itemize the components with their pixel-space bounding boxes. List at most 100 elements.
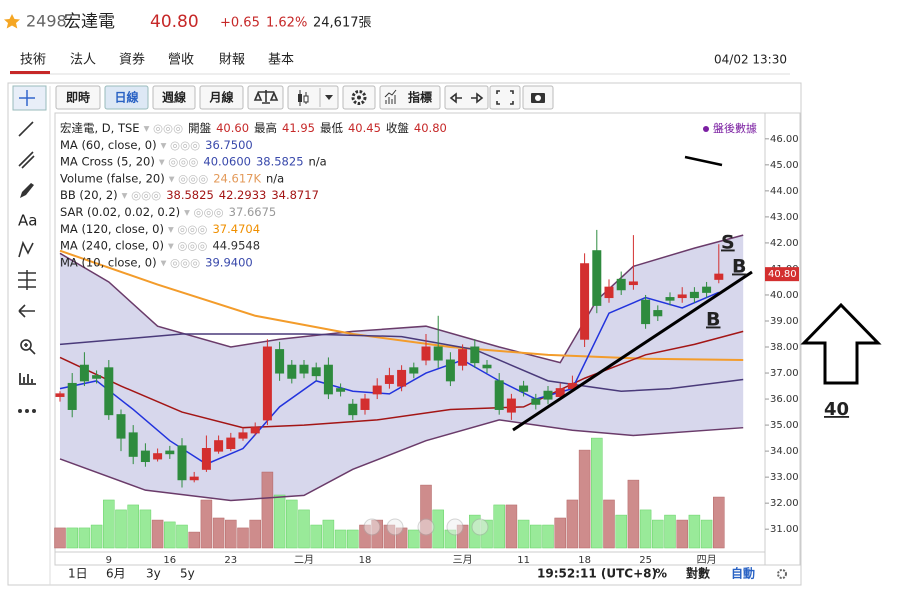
y-tick-label: 36.00	[770, 394, 799, 405]
tab[interactable]: 基本	[268, 53, 294, 68]
more-dot[interactable]	[25, 409, 29, 413]
legend-row[interactable]: MA Cross (5, 20) ▾ ◎◎◎ 40.0600 38.5825 n/a	[60, 154, 327, 168]
candle-body	[555, 388, 565, 397]
legend-controls[interactable]: ▾ ◎◎◎	[144, 121, 184, 135]
button-selected[interactable]	[104, 85, 149, 110]
volume-bar	[420, 484, 432, 549]
candle-body	[592, 250, 602, 306]
volume-bar	[554, 517, 566, 549]
axis-option[interactable]: %	[655, 567, 667, 581]
candle-body	[165, 450, 175, 455]
candle-body	[214, 440, 224, 452]
legend-label: BB (20, 2)	[60, 188, 118, 202]
candle-body	[287, 364, 297, 379]
candle-body	[262, 346, 272, 421]
brush-tool[interactable]	[20, 183, 34, 198]
volume-bar	[517, 519, 530, 549]
range-button[interactable]: 3y	[146, 567, 161, 581]
legend-controls[interactable]: ▾ ◎◎◎	[161, 255, 201, 269]
more-dot[interactable]	[18, 409, 22, 413]
undo-redo-button[interactable]	[444, 85, 489, 110]
legend-row[interactable]: SAR (0.02, 0.02, 0.2) ▾ ◎◎◎ 37.6675	[60, 205, 276, 219]
tab[interactable]: 財報	[219, 53, 245, 68]
button[interactable]	[55, 85, 101, 110]
zoom-controls	[363, 518, 489, 536]
legend-row[interactable]: Volume (false, 20) ▾ ◎◎◎ 24.617K n/a	[60, 171, 284, 185]
chart-frame	[7, 82, 802, 586]
tab[interactable]: 營收	[168, 53, 194, 68]
arrow-tool[interactable]	[18, 304, 35, 318]
legend-controls[interactable]: ▾ ◎◎◎	[168, 221, 208, 235]
volume-bar	[530, 524, 542, 549]
zoom-tool[interactable]	[20, 339, 32, 351]
more-dot[interactable]	[32, 409, 36, 413]
legend-value: 42.2933	[219, 188, 267, 202]
stock-price: 40.80	[150, 12, 199, 32]
text-tool[interactable]: Aa	[18, 212, 37, 230]
volume-bar	[310, 524, 322, 549]
y-tick-label: 31.00	[770, 524, 799, 535]
legend-row[interactable]: MA (60, close, 0) ▾ ◎◎◎ 36.7500	[60, 137, 253, 151]
legend-row[interactable]: MA (120, close, 0) ▾ ◎◎◎ 37.4704	[60, 221, 260, 235]
y-tick-label: 39.00	[770, 316, 799, 327]
legend-controls[interactable]: ▾ ◎◎◎	[169, 171, 209, 185]
candle-body	[531, 398, 541, 405]
legend-controls[interactable]: ▾ ◎◎◎	[159, 154, 199, 168]
legend-controls[interactable]: ▾ ◎◎◎	[122, 188, 162, 202]
legend-row[interactable]: BB (20, 2) ▾ ◎◎◎ 38.5825 42.2933 34.8717	[60, 188, 319, 202]
target-price: 40	[824, 399, 849, 420]
y-tick-label: 33.00	[770, 472, 799, 483]
gear-icon	[351, 90, 367, 105]
favorite-star[interactable]	[4, 14, 20, 29]
axis-option[interactable]: 自動	[731, 566, 755, 581]
pattern-tool[interactable]	[18, 240, 34, 258]
scroll-left[interactable]	[363, 518, 381, 536]
footer-settings[interactable]	[777, 569, 787, 579]
candle-icon	[298, 94, 302, 102]
reset[interactable]	[417, 518, 435, 536]
volume-bar	[273, 494, 286, 549]
volume-bar	[78, 527, 91, 549]
legend-label: MA (60, close, 0)	[60, 137, 157, 151]
range-button[interactable]: 1日	[68, 567, 88, 581]
volume-bar	[652, 519, 664, 549]
y-tick-label: 46.00	[770, 134, 799, 145]
measure-tool[interactable]	[19, 373, 36, 385]
axis-option[interactable]: 對數	[686, 566, 710, 581]
stock-name: 宏達電	[64, 12, 115, 32]
range-button[interactable]: 6月	[106, 567, 126, 581]
y-tick-label: 37.00	[770, 368, 799, 379]
tab[interactable]: 資券	[119, 52, 145, 68]
button[interactable]	[199, 85, 244, 110]
button[interactable]	[152, 85, 196, 110]
legend-controls[interactable]: ▾ ◎◎◎	[168, 238, 208, 252]
toolbar	[55, 85, 554, 110]
legend-value: 24.617K	[213, 171, 261, 185]
trend-line	[512, 270, 753, 432]
crosshair-icon	[19, 90, 35, 106]
legend-row[interactable]: 宏達電, D, TSE ▾ ◎◎◎ 開盤 40.60 最高 41.95 最低 40.45 收盤 4…	[60, 121, 447, 135]
legend-value: 34.8717	[271, 188, 319, 202]
tab[interactable]: 法人	[70, 53, 96, 68]
scroll-right[interactable]	[471, 518, 489, 536]
legend-controls[interactable]: ▾ ◎◎◎	[184, 205, 224, 219]
zoom-out[interactable]	[386, 518, 404, 536]
tab[interactable]: 技術	[20, 53, 46, 68]
volume-bar	[664, 514, 676, 549]
volume-bar	[493, 504, 505, 549]
candle-body	[92, 375, 102, 379]
legend-value: 收盤	[386, 121, 409, 135]
candle-body	[189, 476, 199, 481]
buy-mark: B	[706, 309, 720, 331]
legend-controls[interactable]: ▾ ◎◎◎	[161, 137, 201, 151]
range-button[interactable]: 5y	[180, 567, 195, 581]
indicator-line	[59, 419, 744, 502]
legend-row[interactable]: MA (240, close, 0) ▾ ◎◎◎ 44.9548	[60, 238, 260, 252]
line-tool[interactable]	[18, 121, 34, 137]
after-hours[interactable]: 盤後數據	[713, 121, 757, 135]
legend-row[interactable]: MA (10, close, 0) ▾ ◎◎◎ 39.9400	[60, 255, 253, 269]
fib-tool[interactable]	[18, 270, 36, 290]
zoom-in[interactable]	[446, 518, 464, 536]
channel-tool[interactable]	[18, 151, 35, 169]
fullscreen-button[interactable]	[489, 85, 521, 110]
